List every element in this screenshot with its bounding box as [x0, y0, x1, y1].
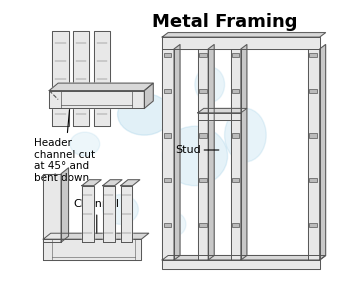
Polygon shape: [162, 49, 174, 260]
FancyBboxPatch shape: [199, 89, 207, 93]
FancyBboxPatch shape: [199, 178, 207, 182]
Polygon shape: [49, 91, 144, 108]
Polygon shape: [49, 83, 153, 91]
Polygon shape: [94, 31, 110, 126]
FancyBboxPatch shape: [232, 134, 239, 137]
Polygon shape: [174, 44, 180, 260]
FancyBboxPatch shape: [164, 53, 171, 57]
Polygon shape: [162, 33, 326, 37]
Ellipse shape: [103, 195, 138, 224]
Text: Metal Framing: Metal Framing: [152, 13, 297, 31]
Polygon shape: [198, 49, 208, 260]
Polygon shape: [241, 44, 247, 260]
FancyBboxPatch shape: [309, 134, 317, 137]
FancyBboxPatch shape: [199, 53, 207, 57]
Polygon shape: [198, 108, 247, 113]
FancyBboxPatch shape: [309, 53, 317, 57]
FancyBboxPatch shape: [164, 223, 171, 227]
FancyBboxPatch shape: [232, 223, 239, 227]
FancyBboxPatch shape: [164, 89, 171, 93]
Polygon shape: [52, 31, 68, 126]
Ellipse shape: [195, 67, 225, 102]
Text: Stud: Stud: [175, 145, 201, 155]
Polygon shape: [162, 256, 326, 260]
Ellipse shape: [162, 126, 228, 186]
Polygon shape: [162, 37, 320, 49]
Polygon shape: [208, 44, 214, 260]
Polygon shape: [82, 186, 94, 242]
Polygon shape: [121, 180, 140, 186]
Ellipse shape: [225, 108, 266, 162]
Polygon shape: [230, 49, 241, 260]
Polygon shape: [61, 168, 68, 242]
Polygon shape: [308, 49, 320, 260]
Polygon shape: [121, 186, 132, 242]
FancyBboxPatch shape: [199, 134, 207, 137]
Polygon shape: [162, 260, 320, 269]
Ellipse shape: [70, 132, 100, 156]
FancyBboxPatch shape: [232, 53, 239, 57]
Polygon shape: [43, 174, 61, 242]
Ellipse shape: [118, 94, 171, 135]
Polygon shape: [43, 239, 141, 260]
Polygon shape: [82, 180, 101, 186]
FancyBboxPatch shape: [164, 134, 171, 137]
FancyBboxPatch shape: [309, 178, 317, 182]
FancyBboxPatch shape: [309, 89, 317, 93]
Polygon shape: [144, 83, 153, 108]
FancyBboxPatch shape: [164, 178, 171, 182]
Ellipse shape: [162, 212, 186, 236]
Polygon shape: [73, 31, 89, 126]
Polygon shape: [320, 44, 326, 260]
Text: Header
channel cut
at 45° and
bent down: Header channel cut at 45° and bent down: [34, 107, 95, 183]
Polygon shape: [43, 233, 149, 239]
Polygon shape: [103, 186, 114, 242]
Polygon shape: [103, 180, 122, 186]
Polygon shape: [198, 113, 241, 120]
FancyBboxPatch shape: [309, 223, 317, 227]
FancyBboxPatch shape: [232, 89, 239, 93]
Text: Channel: Channel: [74, 200, 120, 233]
FancyBboxPatch shape: [232, 178, 239, 182]
FancyBboxPatch shape: [199, 223, 207, 227]
